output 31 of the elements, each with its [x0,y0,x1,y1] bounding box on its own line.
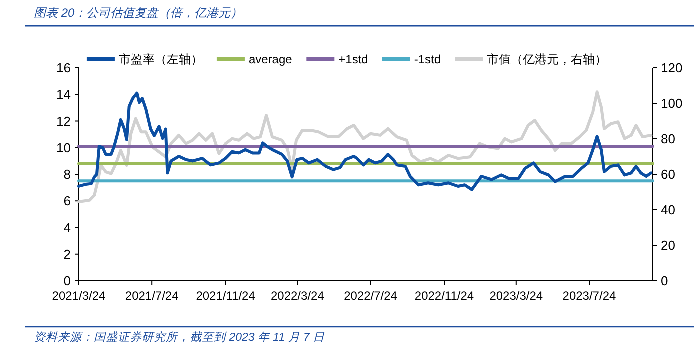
y2-tick-label: 0 [661,274,668,288]
y-tick-label: 2 [64,246,71,262]
y2-tick-label: 80 [661,132,676,146]
x-tick-label: 2021/7/24 [125,289,180,303]
x-tick-label: 2023/3/24 [490,289,544,303]
y2-tick-label: 60 [661,167,676,182]
x-tick-label: 2023/7/24 [562,289,617,303]
y2-tick-label: 20 [661,238,676,253]
x-tick-label: 2022/3/24 [271,289,325,303]
x-tick-label: 2022/11/24 [414,289,474,303]
y2-tick-label: 100 [661,96,683,111]
legend-label: 市值（亿港元，右轴） [487,52,608,66]
legend-label: -1std [414,52,442,66]
y2-tick-label: 40 [661,202,676,218]
chart-title: 图表 20：公司估值复盘（倍，亿港元） [34,6,243,20]
legend-label: +1std [338,52,368,66]
y-tick-label: 0 [64,274,71,288]
y-tick-label: 4 [64,220,71,236]
y-tick-label: 16 [56,60,71,76]
y-tick-label: 6 [64,194,71,209]
y-tick-label: 10 [56,140,71,156]
legend-label: average [248,52,293,66]
x-tick-label: 2021/3/24 [52,289,106,303]
y2-tick-label: 120 [661,60,683,76]
y-tick-label: 8 [64,167,71,182]
text: 资料来源：国盛证券研究所，截至到 2023 年 11 月 7 日 [34,331,326,344]
legend-label: 市盈率（左轴） [118,52,203,66]
x-tick-label: 2021/11/24 [196,289,256,303]
y-tick-label: 12 [56,114,71,129]
x-tick-label: 2022/7/24 [344,289,398,303]
y-tick-label: 14 [56,87,71,102]
